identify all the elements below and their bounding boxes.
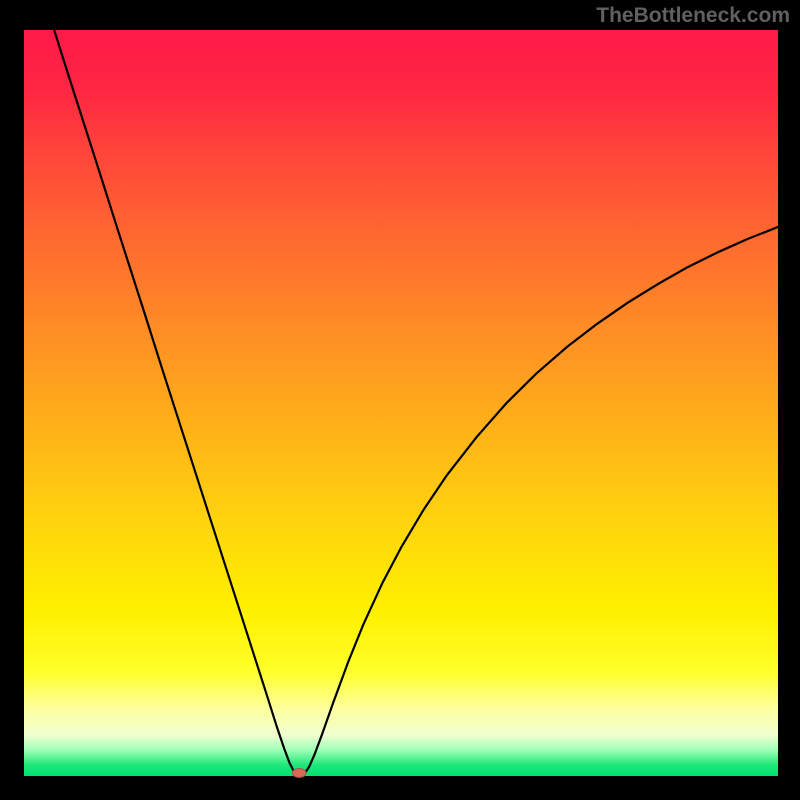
watermark-text: TheBottleneck.com	[596, 4, 790, 28]
chart-svg	[0, 0, 800, 800]
optimal-point-marker	[292, 769, 306, 778]
bottleneck-chart: TheBottleneck.com	[0, 0, 800, 800]
chart-plot-bg	[24, 30, 778, 776]
